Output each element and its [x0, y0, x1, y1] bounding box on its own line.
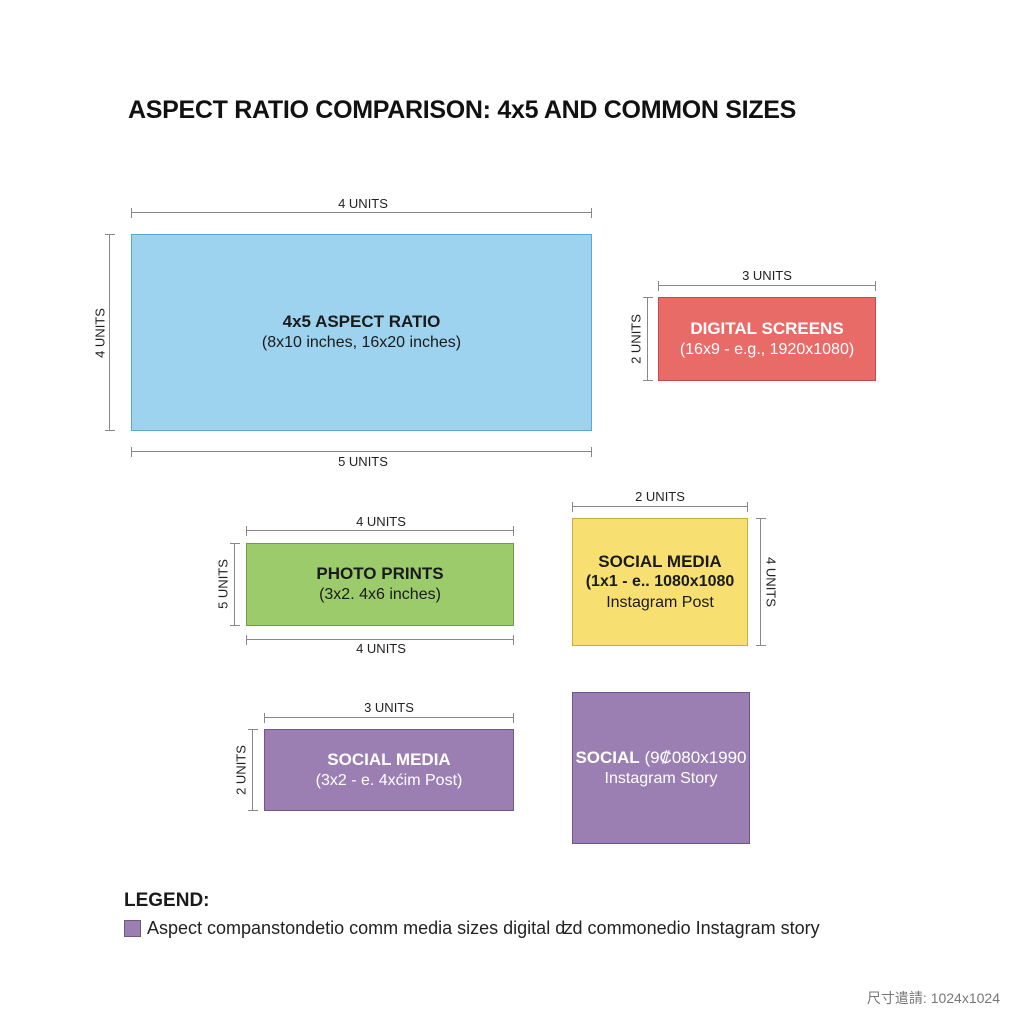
dimension-label-side-4x5: 4 UNITS	[92, 308, 108, 358]
dimension-line-side-social-post	[248, 729, 258, 811]
box-title: SOCIAL	[575, 747, 640, 767]
box-subtitle: (8x10 inches, 16x20 inches)	[261, 334, 462, 352]
dimension-label-side-digital: 2 UNITS	[628, 314, 644, 364]
dimension-label-top-social-post: 3 UNITS	[364, 700, 414, 715]
box-title: SOCIAL MEDIA	[327, 749, 451, 769]
box-subtitle: (1x1 - e.. 1080x1080	[585, 573, 735, 591]
box-subtitle: (16x9 - e.g., 1920x1080)	[679, 340, 855, 358]
box-title: DIGITAL SCREENS	[690, 318, 844, 338]
dimension-line-side-4x5	[105, 234, 115, 431]
box-subtitle: Instagram Story	[604, 769, 718, 787]
box-photo-prints: PHOTO PRINTS (3x2. 4x6 inches)	[246, 543, 514, 626]
page-title: ASPECT RATIO COMPARISON: 4x5 AND COMMON …	[128, 96, 797, 124]
dimension-line-top-photo	[246, 526, 514, 536]
box-subtitle: (3x2 - e. 4xćim Post)	[315, 771, 463, 789]
box-4x5-aspect-ratio: 4x5 ASPECT RATIO (8x10 inches, 16x20 inc…	[131, 234, 592, 431]
box-title-line: SOCIAL (9₡080x1990	[575, 747, 746, 769]
dimension-line-top-social-square	[572, 502, 748, 512]
dimension-label-side-social-post: 2 UNITS	[233, 745, 249, 795]
dimension-label-side-social-square: 4 UNITS	[763, 557, 779, 607]
image-size-caption: 尺寸遣請: 1024x1024	[866, 990, 1000, 1006]
dimension-line-side-photo	[230, 543, 240, 626]
box-digital-screens: DIGITAL SCREENS (16x9 - e.g., 1920x1080)	[658, 297, 876, 381]
dimension-label-side-photo: 5 UNITS	[215, 559, 231, 609]
box-title: 4x5 ASPECT RATIO	[282, 312, 441, 332]
dimension-label-top-digital: 3 UNITS	[742, 268, 792, 283]
box-social-story: SOCIAL (9₡080x1990 Instagram Story	[572, 692, 750, 844]
box-title: PHOTO PRINTS	[316, 564, 444, 584]
dimension-line-top-social-post	[264, 713, 514, 723]
dimension-line-top-4x5	[131, 208, 592, 218]
legend-swatch	[124, 920, 141, 937]
dimension-label-bottom-photo: 4 UNITS	[356, 641, 406, 656]
box-subtitle-line2: Instagram Post	[606, 593, 714, 611]
dimension-label-top-4x5: 4 UNITS	[338, 196, 388, 211]
box-social-media-square: SOCIAL MEDIA (1x1 - e.. 1080x1080 Instag…	[572, 518, 748, 646]
box-title: SOCIAL MEDIA	[598, 551, 722, 571]
dimension-line-bottom-4x5	[131, 447, 592, 457]
dimension-label-top-social-square: 2 UNITS	[635, 489, 685, 504]
legend-text: Aspect companstondetio comm media sizes …	[147, 918, 820, 938]
box-subtitle: (3x2. 4x6 inches)	[319, 586, 441, 604]
dimension-line-top-digital	[658, 281, 876, 291]
dimension-line-side-social-square	[756, 518, 766, 646]
box-social-media-post: SOCIAL MEDIA (3x2 - e. 4xćim Post)	[264, 729, 514, 811]
dimension-label-top-photo: 4 UNITS	[356, 514, 406, 529]
dimension-line-side-digital	[643, 297, 653, 381]
box-title-extra: (9₡080x1990	[644, 747, 747, 767]
dimension-line-bottom-photo	[246, 635, 514, 645]
dimension-label-bottom-4x5: 5 UNITS	[338, 454, 388, 469]
legend-title: LEGEND:	[124, 890, 210, 911]
